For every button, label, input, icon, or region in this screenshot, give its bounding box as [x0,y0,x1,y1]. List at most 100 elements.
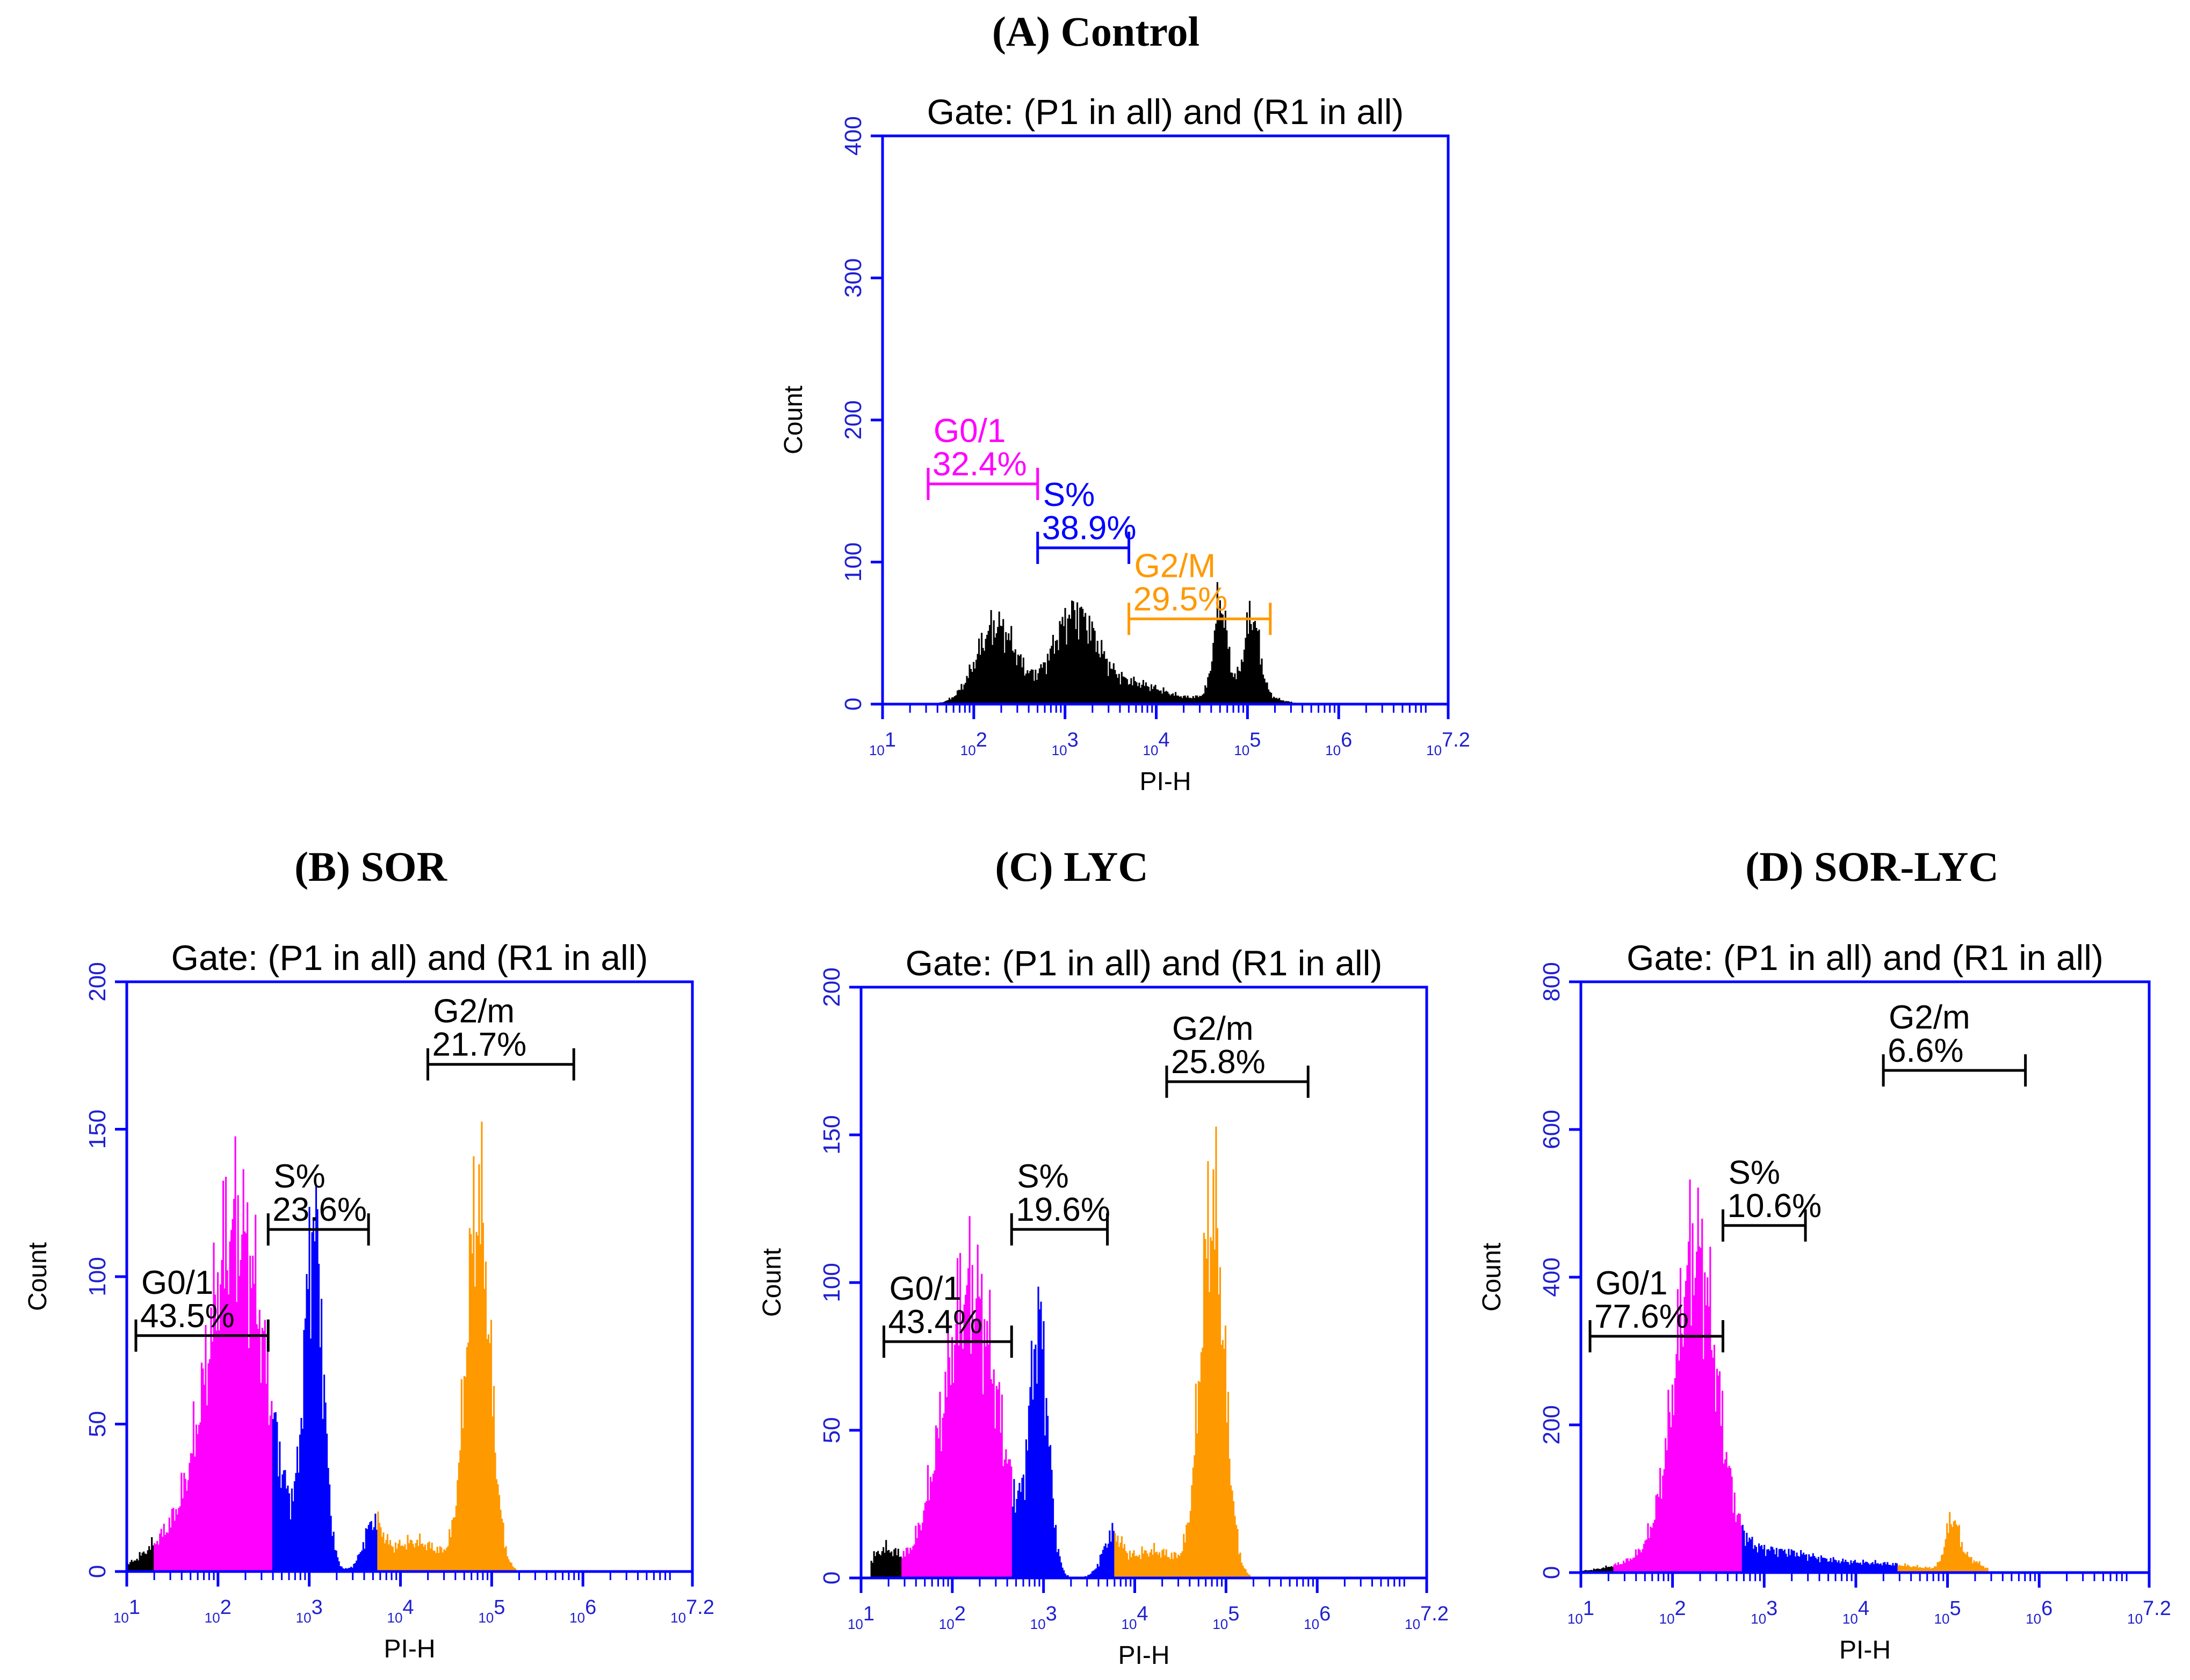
histogram-bar [1227,649,1229,704]
histogram-bar [1689,1179,1691,1573]
y-tick-label: 50 [819,1417,845,1444]
histogram-bar [361,1550,363,1572]
histogram-bar [975,1298,978,1578]
histogram-bar [1617,1562,1620,1573]
histogram-bar [1204,685,1206,704]
histogram-bar [1173,696,1175,704]
y-tick-label: 600 [1538,1110,1565,1149]
histogram-bar [1158,691,1161,704]
histogram-bar [1040,664,1042,704]
histogram-bar [1068,614,1071,704]
histogram-bar [1006,1464,1008,1578]
histogram-bar [937,1438,940,1578]
histogram-bar [498,1495,501,1572]
histogram-bar [1823,1558,1825,1573]
histogram-bar [1238,670,1240,704]
histogram-bar [1059,1556,1061,1578]
histogram-bar [283,1470,285,1572]
histogram-bar [920,1530,922,1578]
histogram-bar [1013,652,1015,704]
histogram-bar [160,1529,162,1572]
histogram-bar [1145,1550,1147,1578]
histogram-bar [1868,1563,1870,1573]
histogram-bar [436,1546,438,1572]
histogram-bar [195,1424,197,1572]
histogram-bar [1014,649,1016,704]
histogram-bar [306,1274,308,1572]
histogram-bar [924,1502,926,1578]
histogram-bar [1179,697,1181,704]
x-tick-exponent: 1 [129,1596,140,1619]
histogram-bar [1074,610,1076,704]
histogram-bar [1145,682,1147,704]
histogram-bar [345,1568,347,1572]
histogram-bar [945,700,948,704]
histogram-bar [232,1219,234,1572]
histogram-bar [268,1425,270,1572]
gate-percent: 77.6% [1594,1298,1689,1335]
histogram-bar [908,1553,910,1578]
histogram-bar [981,1273,983,1578]
histogram-bar [301,1429,304,1572]
histogram-bar [378,1523,380,1572]
histogram-bar [216,1272,219,1572]
histogram-bar [486,1339,488,1572]
histogram-bar [1898,1565,1901,1573]
histogram-bar [1620,1564,1622,1573]
histogram-bar [1827,1561,1829,1573]
histogram-bar [1121,1536,1123,1578]
histogram-bar [1205,1258,1208,1578]
y-tick-label: 400 [1538,1257,1565,1297]
histogram-bar [311,1232,313,1572]
histogram-bar [1258,629,1260,704]
histogram-bar [256,1324,258,1572]
x-tick-label: 107.2 [1426,729,1470,758]
histogram-bar [1037,673,1039,704]
histogram-bar [167,1533,169,1572]
histogram-bar [250,1288,252,1572]
histogram-bar [995,1386,998,1578]
histogram-bar [989,1290,991,1578]
histogram-bar [1048,660,1050,704]
histogram-bar [1013,1479,1015,1578]
histogram-bar [1115,674,1117,704]
histogram-bar [1285,701,1287,704]
histogram-bar [1199,696,1201,704]
histogram-bar [1048,1446,1050,1578]
histogram-bar [1111,669,1114,704]
histogram-bar [1033,1349,1036,1578]
histogram-bar [1634,1557,1636,1573]
histogram-bar [950,1385,952,1578]
histogram-bar [917,1523,920,1578]
histogram-bar [194,1457,196,1572]
histogram-bar [1685,1281,1687,1573]
x-tick-label: 101 [113,1596,140,1626]
gate-name: S% [1017,1158,1068,1195]
histogram-bar [182,1498,184,1572]
histogram-bar [982,1394,984,1578]
histogram-bar [1251,630,1254,704]
histogram-bar [131,1560,133,1572]
histogram-bar [409,1539,411,1572]
histogram-bar [440,1547,443,1572]
histogram-bar [1929,1568,1932,1573]
histogram-bar [1203,1233,1205,1578]
histogram-bar [1220,1344,1223,1578]
histogram-bar [1662,1475,1664,1573]
histogram-bar [309,1338,312,1572]
histogram-bar [483,1288,486,1572]
histogram-bar [133,1560,135,1572]
histogram-bar [1009,1459,1011,1578]
histogram-bar [1210,1237,1212,1578]
histogram-bar [425,1550,428,1572]
histogram-bar [298,1472,300,1572]
histogram-bar [210,1307,212,1572]
histogram-bar [470,1234,472,1572]
histogram-bar [391,1546,393,1572]
histogram-bar [141,1552,143,1572]
histogram-bar [1801,1554,1803,1573]
histogram-bar [1104,1543,1107,1578]
histogram-bar [876,1552,878,1578]
histogram-bar [1175,692,1177,704]
histogram-bar [292,1501,294,1572]
